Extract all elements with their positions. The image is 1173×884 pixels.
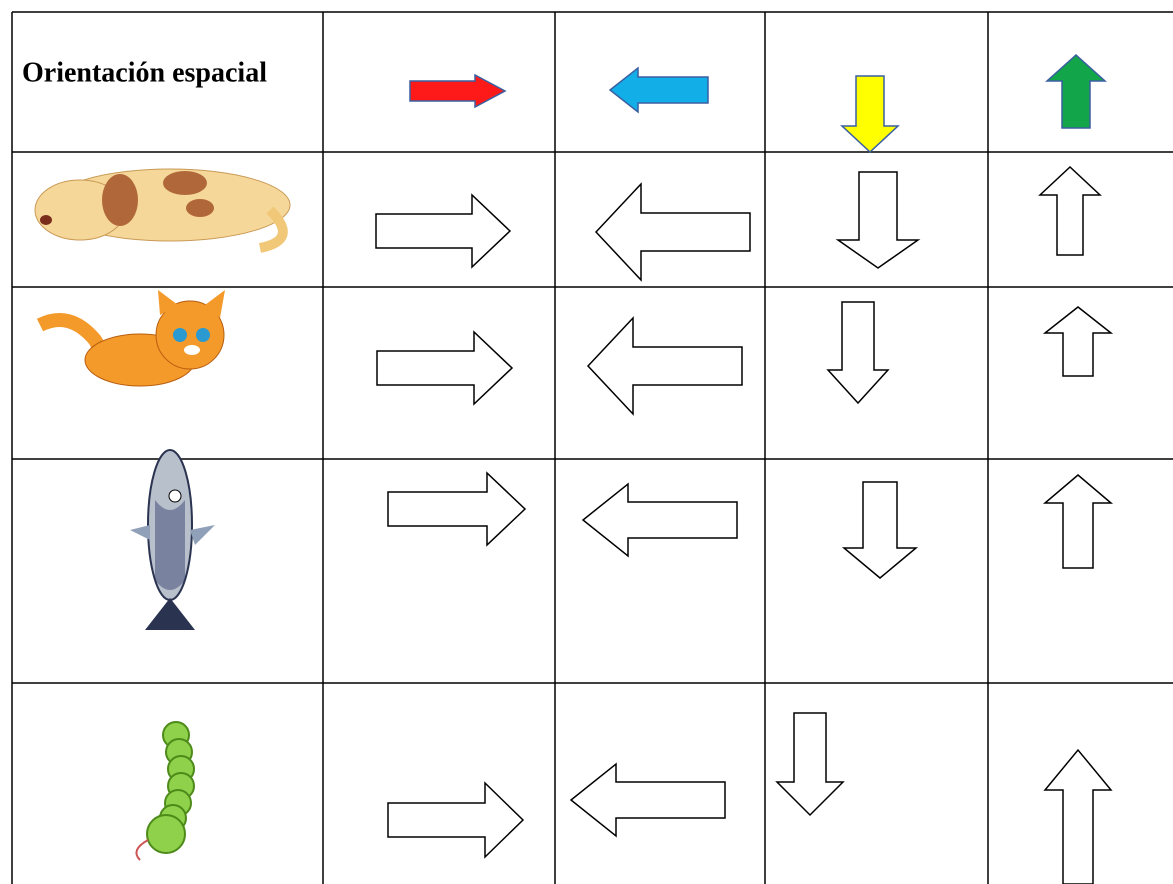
table-title: Orientación espacial (22, 57, 267, 88)
arrow (840, 75, 900, 154)
arrow (1042, 306, 1114, 377)
arrow (376, 330, 514, 406)
fish-image (130, 449, 215, 630)
arrow (775, 712, 845, 817)
arrow (1043, 748, 1113, 884)
arrow (586, 316, 743, 416)
arrow (1045, 53, 1107, 129)
arrow (409, 73, 507, 109)
arrow (835, 171, 921, 269)
arrow (387, 471, 527, 547)
arrow (1042, 474, 1114, 569)
arrows (375, 53, 1114, 884)
arrow (841, 481, 919, 579)
arrow (375, 193, 512, 269)
dog-image (34, 168, 291, 253)
arrow (581, 482, 738, 558)
arrow (1038, 165, 1102, 256)
caterpillar-image (135, 721, 195, 861)
table-grid (11, 11, 1173, 884)
arrow (594, 182, 751, 282)
arrow (387, 781, 525, 859)
arrow (569, 762, 726, 838)
arrow (608, 66, 709, 114)
arrow (826, 301, 890, 405)
cat-image (36, 290, 225, 387)
